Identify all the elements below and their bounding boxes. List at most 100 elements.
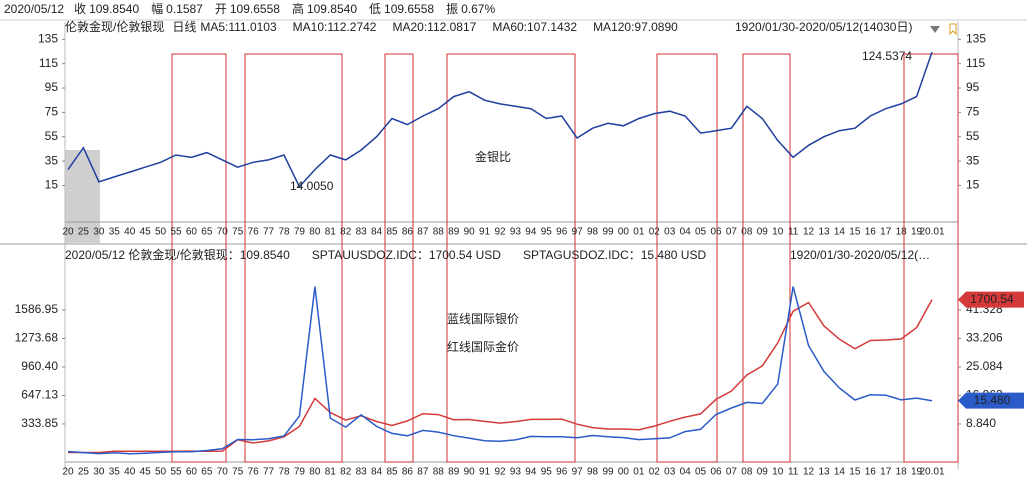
x-tick-label: 14 (834, 467, 846, 478)
quote-value: 109.6558 (384, 2, 434, 16)
x-tick-label: 15 (849, 227, 861, 238)
x-tick-label: 05 (695, 227, 707, 238)
x-tick-label: 65 (201, 227, 213, 238)
quote-label: 振 (446, 2, 458, 16)
x-tick-label: 40 (124, 467, 136, 478)
quote-label: 收 (74, 2, 86, 16)
x-tick-label: 25 (78, 227, 90, 238)
x-tick-label: 76 (248, 227, 260, 238)
y-tick-label: 1273.68 (15, 331, 59, 345)
x-tick-label: 03 (664, 227, 676, 238)
bookmark-icon[interactable] (949, 23, 957, 36)
x-tick-label: 87 (417, 227, 429, 238)
x-tick-label: 65 (201, 467, 213, 478)
quote-value: 109.6558 (230, 2, 280, 16)
y2-tick-label: 25.084 (966, 359, 1003, 373)
x-tick-label: 10 (772, 467, 784, 478)
period-label: 日线 (172, 20, 196, 34)
quote-value: 0.1587 (166, 2, 203, 16)
x-tick-label: 08 (741, 467, 753, 478)
x-tick-label: 80 (309, 227, 321, 238)
x-tick-label: 30 (93, 227, 105, 238)
x-tick-label: 04 (680, 467, 692, 478)
x-tick-label: 04 (680, 227, 692, 238)
x-tick-label: 97 (572, 227, 584, 238)
x-tick-label: 78 (278, 227, 290, 238)
x-tick-label: 92 (494, 227, 506, 238)
x-tick-label: 95 (541, 227, 553, 238)
period-box (446, 53, 576, 463)
x-tick-label: 55 (170, 227, 182, 238)
x-tick-label: 19 (911, 467, 923, 478)
x-tick-label: 20.01 (919, 467, 944, 478)
x-tick-label: 11 (788, 227, 799, 238)
x-tick-label: 88 (433, 467, 445, 478)
x-tick-label: 45 (140, 227, 152, 238)
x-tick-label: 25 (78, 467, 90, 478)
x-tick-label: 82 (340, 227, 352, 238)
x-tick-label: 05 (695, 467, 707, 478)
annotation: 124.5374 (862, 49, 912, 63)
x-tick-label: 76 (248, 467, 260, 478)
quote-label: 高 (292, 1, 304, 16)
y-tick-label: 115 (39, 56, 58, 70)
y-tick-label-right: 15 (966, 178, 980, 192)
x-tick-label: 83 (356, 227, 368, 238)
y-tick-label-right: 95 (966, 80, 980, 94)
highlight-boxes (171, 53, 959, 463)
x-tick-label: 94 (525, 467, 537, 478)
price-tag-label: 1700.54 (970, 292, 1014, 306)
x-tick-label: 40 (124, 227, 136, 238)
x-tick-label: 91 (479, 227, 491, 238)
range-label: 1920/01/30-2020/05/12(14030日) (735, 20, 912, 34)
ma-label: MA5:111.0103 (200, 20, 277, 34)
x-tick-label: 03 (664, 467, 676, 478)
x-tick-label: 77 (263, 227, 275, 238)
x-tick-label: 93 (510, 467, 522, 478)
x-tick-label: 01 (633, 467, 645, 478)
x-tick-label: 13 (818, 227, 830, 238)
x-tick-label: 84 (371, 227, 383, 238)
x-tick-label: 98 (587, 467, 599, 478)
y-tick-label-right: 115 (966, 56, 985, 70)
x-tick-label: 91 (479, 467, 491, 478)
x-tick-label: 96 (556, 467, 568, 478)
y-tick-label: 75 (45, 105, 59, 119)
y-tick-label: 35 (45, 153, 59, 167)
x-tick-label: 09 (757, 227, 769, 238)
y-tick-label: 55 (45, 129, 59, 143)
x-tick-label: 70 (217, 467, 229, 478)
x-tick-label: 90 (464, 227, 476, 238)
x-tick-label: 00 (618, 227, 630, 238)
dropdown-icon[interactable] (930, 26, 940, 33)
x-tick-label: 10 (772, 227, 784, 238)
panel-title: 2020/05/12 伦敦金现/伦敦银现：109.8540 (65, 247, 290, 262)
x-tick-label: 08 (741, 227, 753, 238)
y-tick-label: 333.85 (21, 416, 58, 430)
price-tag (958, 291, 1024, 308)
x-tick-label: 97 (572, 467, 584, 478)
x-tick-label: 17 (880, 227, 892, 238)
x-tick-label: 89 (448, 227, 460, 238)
ma-label: MA60:107.1432 (492, 20, 577, 34)
x-tick-label: 07 (726, 227, 738, 238)
price-tag (958, 392, 1024, 409)
x-tick-label: 18 (896, 467, 908, 478)
y-tick-label: 95 (45, 80, 59, 94)
x-tick-label: 00 (618, 467, 630, 478)
x-tick-label: 81 (325, 467, 337, 478)
legend-label: 伦敦金现/伦敦银现 (65, 19, 164, 34)
x-tick-label: 19 (911, 227, 923, 238)
price-tag-label: 15.480 (974, 393, 1011, 407)
annotation: 红线国际金价 (447, 339, 519, 354)
x-tick-label: 87 (417, 467, 429, 478)
x-tick-label: 88 (433, 227, 445, 238)
y-tick-label-right: 55 (966, 129, 980, 143)
period-box (656, 53, 718, 463)
x-tick-label: 86 (402, 467, 414, 478)
x-tick-label: 13 (818, 467, 830, 478)
period-box (742, 53, 791, 463)
x-tick-label: 16 (865, 467, 877, 478)
